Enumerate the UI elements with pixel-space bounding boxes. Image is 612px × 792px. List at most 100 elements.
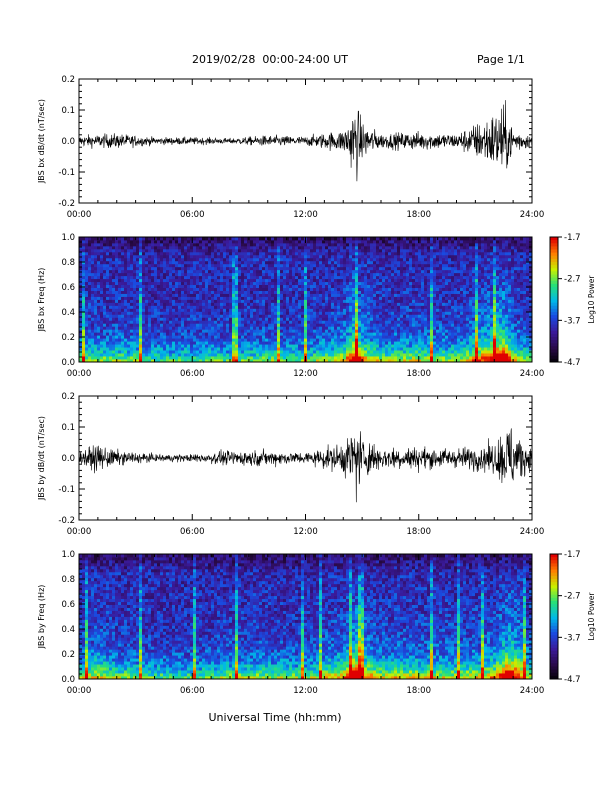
spectrogram-cell bbox=[346, 272, 350, 277]
spectrogram-cell bbox=[271, 239, 275, 244]
spectrogram-cell bbox=[343, 308, 347, 312]
spectrogram-cell bbox=[145, 326, 149, 330]
spectrogram-cell bbox=[232, 245, 236, 250]
spectrogram-cell bbox=[322, 239, 326, 244]
spectrogram-cell bbox=[175, 311, 179, 315]
spectrogram-cell bbox=[304, 305, 308, 309]
spectrogram-cell bbox=[187, 311, 191, 315]
spectrogram-cell bbox=[187, 284, 191, 288]
spectrogram-cell bbox=[97, 308, 101, 312]
spectrogram-cell bbox=[340, 323, 344, 327]
spectrogram-cell bbox=[361, 317, 365, 321]
spectrogram-cell bbox=[328, 290, 332, 294]
spectrogram-cell bbox=[193, 293, 197, 297]
spectrogram-cell bbox=[97, 290, 101, 294]
spectrogram-cell bbox=[232, 269, 236, 274]
spectrogram-cell bbox=[301, 338, 305, 342]
spectrogram-cell bbox=[232, 266, 236, 271]
spectrogram-cell bbox=[250, 287, 254, 291]
spectrogram-cell bbox=[271, 323, 275, 327]
spectrogram-cell bbox=[319, 278, 323, 283]
spectrogram-cell bbox=[328, 317, 332, 321]
spectrogram-cell bbox=[100, 305, 104, 309]
spectrogram-cell bbox=[298, 311, 302, 315]
spectrogram-cell bbox=[181, 335, 185, 339]
spectrogram-cell bbox=[97, 237, 101, 241]
spectrogram-cell bbox=[148, 281, 152, 286]
spectrogram-cell bbox=[265, 320, 269, 324]
spectrogram-cell bbox=[376, 254, 380, 259]
spectrogram-cell bbox=[400, 347, 404, 351]
spectrogram-cell bbox=[334, 272, 338, 277]
spectrogram-cell bbox=[103, 278, 107, 283]
spectrogram-cell bbox=[130, 296, 134, 300]
spectrogram-cell bbox=[418, 326, 422, 330]
spectrogram-cell bbox=[103, 293, 107, 297]
spectrogram-cell bbox=[295, 356, 299, 360]
spectrogram-cell bbox=[310, 311, 314, 315]
spectrogram-cell bbox=[145, 356, 149, 360]
spectrogram-cell bbox=[160, 338, 164, 342]
spectrogram-cell bbox=[331, 293, 335, 297]
spectrogram-cell bbox=[265, 338, 269, 342]
spectrogram-cell bbox=[82, 248, 86, 253]
spectrogram-cell bbox=[256, 329, 260, 333]
spectrogram-cell bbox=[214, 248, 218, 253]
spectrogram-cell bbox=[91, 338, 95, 342]
spectrogram-cell bbox=[313, 293, 317, 297]
spectrogram-cell bbox=[397, 296, 401, 300]
spectrogram-cell bbox=[373, 251, 377, 256]
spectrogram-cell bbox=[196, 317, 200, 321]
spectrogram-cell bbox=[205, 242, 209, 247]
spectrogram-cell bbox=[157, 260, 161, 265]
spectrogram-cell bbox=[268, 308, 272, 312]
spectrogram-cell bbox=[286, 353, 290, 357]
spectrogram-cell bbox=[412, 278, 416, 283]
spectrogram-cell bbox=[334, 359, 338, 363]
spectrogram-cell bbox=[181, 293, 185, 297]
spectrogram-cell bbox=[391, 302, 395, 306]
spectrogram-cell bbox=[295, 305, 299, 309]
spectrogram-cell bbox=[121, 320, 125, 324]
spectrogram-cell bbox=[265, 359, 269, 363]
spectrogram-cell bbox=[241, 329, 245, 333]
spectrogram-cell bbox=[352, 338, 356, 342]
spectrogram-cell bbox=[328, 296, 332, 300]
spectrogram-cell bbox=[307, 254, 311, 259]
spectrogram-cell bbox=[262, 266, 266, 271]
spectrogram-cell bbox=[280, 335, 284, 339]
spectrogram-cell bbox=[376, 239, 380, 244]
spectrogram-cell bbox=[97, 281, 101, 286]
spectrogram-cell bbox=[211, 317, 215, 321]
spectrogram-cell bbox=[142, 299, 146, 303]
spectrogram-cell bbox=[94, 266, 98, 271]
spectrogram-cell bbox=[85, 311, 89, 315]
spectrogram-cell bbox=[283, 260, 287, 265]
spectrogram-cell bbox=[238, 245, 242, 250]
spectrogram-cell bbox=[85, 269, 89, 274]
spectrogram-cell bbox=[178, 308, 182, 312]
spectrogram-cell bbox=[217, 275, 221, 280]
spectrogram-cell bbox=[133, 299, 137, 303]
spectrogram-cell bbox=[178, 350, 182, 354]
spectrogram-cell bbox=[256, 239, 260, 244]
spectrogram-cell bbox=[181, 332, 185, 336]
spectrogram-cell bbox=[217, 311, 221, 315]
spectrogram-cell bbox=[148, 266, 152, 271]
spectrogram-cell bbox=[328, 251, 332, 256]
spectrogram-cell bbox=[382, 341, 386, 345]
spectrogram-cell bbox=[424, 314, 428, 318]
spectrogram-cell bbox=[391, 260, 395, 265]
spectrogram-cell bbox=[196, 323, 200, 327]
spectrogram-cell bbox=[118, 290, 122, 294]
spectrogram-cell bbox=[331, 287, 335, 291]
spectrogram-cell bbox=[229, 272, 233, 277]
spectrogram-cell bbox=[229, 335, 233, 339]
spectrogram-cell bbox=[292, 254, 296, 259]
spectrogram-cell bbox=[226, 344, 230, 348]
spectrogram-cell bbox=[313, 237, 317, 241]
spectrogram-cell bbox=[268, 350, 272, 354]
spectrogram-cell bbox=[235, 353, 239, 357]
spectrogram-cell bbox=[139, 263, 143, 268]
spectrogram-cell bbox=[427, 353, 431, 357]
